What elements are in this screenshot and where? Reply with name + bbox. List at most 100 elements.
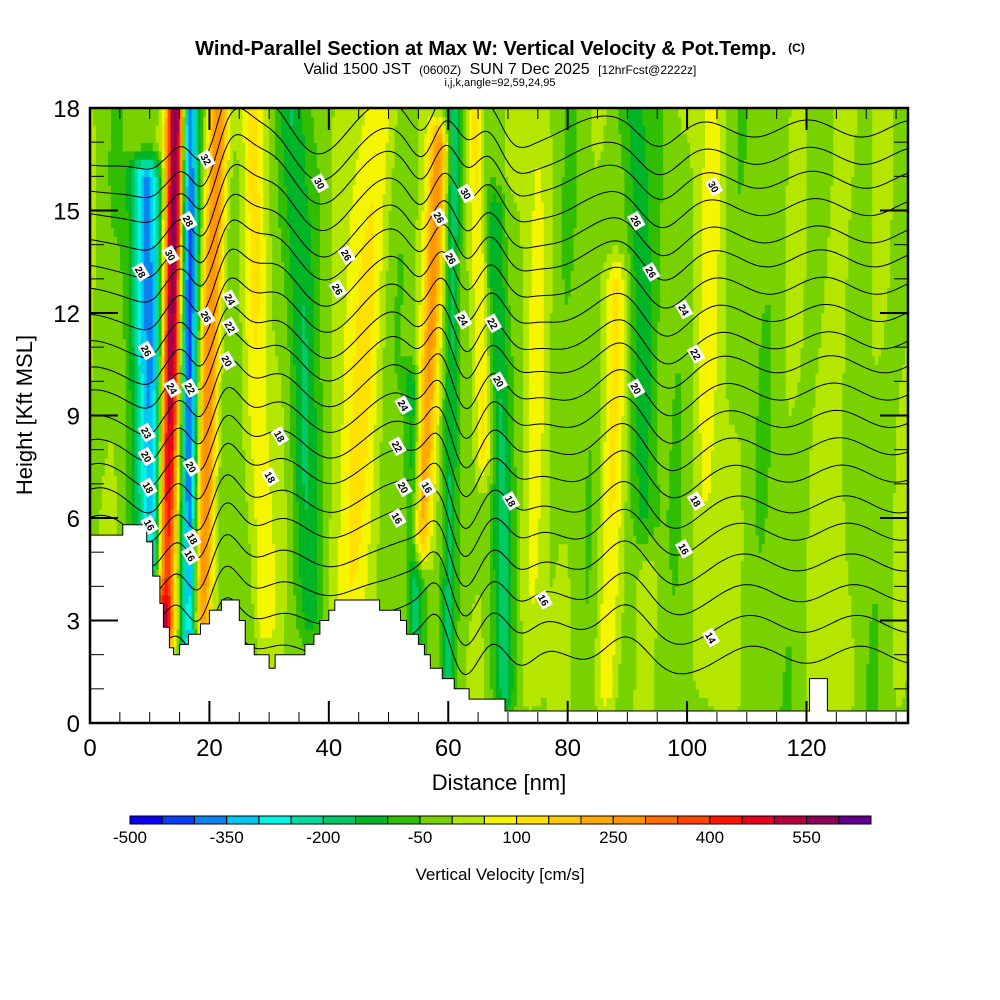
colorbar-tick-label: -500 <box>113 828 147 847</box>
velocity-cell <box>155 543 160 570</box>
velocity-cell <box>797 108 802 382</box>
colorbar-swatch <box>355 815 389 825</box>
velocity-cell <box>448 108 452 126</box>
velocity-cell <box>439 133 443 143</box>
velocity-cell <box>442 133 446 143</box>
velocity-cell <box>218 278 222 323</box>
velocity-cell <box>173 449 178 485</box>
velocity-cell <box>173 355 178 391</box>
velocity-cell <box>639 543 643 570</box>
contour-label-text: 18 <box>261 470 276 486</box>
contour-label-text: 16 <box>141 518 156 534</box>
contour-label-bg <box>131 262 150 282</box>
colorbar-swatch <box>226 815 260 825</box>
colorbar-swatch <box>161 815 195 825</box>
theta-contour-19 <box>90 462 908 543</box>
velocity-cell <box>502 432 506 698</box>
velocity-cell <box>439 295 443 348</box>
velocity-cell <box>302 108 306 135</box>
velocity-cell <box>508 441 512 707</box>
velocity-cell <box>400 253 405 305</box>
velocity-cell <box>564 108 569 306</box>
velocity-cell <box>600 697 605 723</box>
velocity-cell <box>433 432 437 485</box>
velocity-cell <box>648 535 652 562</box>
velocity-cell <box>740 184 745 511</box>
velocity-cell <box>493 389 497 485</box>
velocity-cell <box>185 108 190 126</box>
velocity-cell <box>687 142 691 723</box>
velocity-cell <box>848 219 852 596</box>
velocity-cell <box>708 108 712 493</box>
velocity-cell <box>905 680 908 723</box>
velocity-cell <box>758 552 763 723</box>
velocity-cell <box>457 620 461 723</box>
velocity-cell <box>421 108 425 212</box>
velocity-cell <box>546 108 551 723</box>
velocity-cell <box>421 543 425 553</box>
colorbar-tick-label: -200 <box>306 828 340 847</box>
velocity-cell <box>487 355 491 434</box>
velocity-cell <box>505 364 509 502</box>
contour-label-bg <box>161 244 180 265</box>
velocity-cell <box>167 492 172 536</box>
velocity-cell <box>734 432 739 723</box>
velocity-cell <box>212 338 216 399</box>
velocity-cell <box>818 108 822 348</box>
contour-label-text: 20 <box>627 381 642 397</box>
velocity-cell <box>194 612 199 622</box>
velocity-cell <box>382 193 387 348</box>
velocity-cell <box>158 150 163 160</box>
velocity-cell <box>761 108 766 314</box>
velocity-cell <box>200 586 205 630</box>
velocity-cell <box>487 432 491 459</box>
velocity-cell <box>436 321 440 365</box>
velocity-cell <box>597 526 602 723</box>
velocity-cell <box>206 142 210 195</box>
velocity-cell <box>499 184 503 203</box>
velocity-cell <box>785 398 790 647</box>
velocity-cell <box>893 108 897 493</box>
velocity-cell <box>218 176 222 229</box>
velocity-cell <box>161 594 166 604</box>
velocity-cell <box>140 159 145 169</box>
velocity-cell <box>176 509 181 570</box>
velocity-cell <box>164 500 169 579</box>
velocity-cell <box>418 560 422 570</box>
velocity-cell <box>152 569 157 579</box>
velocity-cell <box>743 159 748 723</box>
velocity-cell <box>716 108 721 126</box>
velocity-cell <box>654 637 658 723</box>
contour-label-text: 26 <box>198 310 213 326</box>
velocity-cell <box>310 116 315 271</box>
contour-label: 30 <box>457 183 476 204</box>
velocity-cell <box>767 466 772 723</box>
velocity-cell <box>743 108 748 160</box>
velocity-cell <box>185 125 190 186</box>
velocity-cell <box>603 108 608 126</box>
contour-label-text: 30 <box>457 187 472 203</box>
velocity-cell <box>185 603 190 630</box>
contour-label-bg <box>394 395 413 416</box>
chart-title: Wind-Parallel Section at Max W: Vertical… <box>195 38 805 60</box>
velocity-cell <box>170 407 175 451</box>
velocity-cell <box>481 475 485 493</box>
velocity-cell <box>343 321 348 673</box>
velocity-cell <box>540 108 545 203</box>
velocity-cell <box>287 108 291 229</box>
velocity-cell <box>561 176 566 280</box>
velocity-cell <box>702 697 706 723</box>
colorbar-swatch <box>709 815 743 825</box>
contour-label-bg <box>137 422 156 443</box>
velocity-cell <box>197 253 202 331</box>
velocity-cell <box>436 133 440 143</box>
velocity-cell <box>170 637 175 647</box>
velocity-cell <box>466 270 470 647</box>
velocity-cell <box>445 116 449 135</box>
velocity-cell <box>209 552 213 613</box>
velocity-cell <box>424 108 428 135</box>
velocity-cell <box>96 108 100 570</box>
velocity-cell <box>555 108 560 562</box>
velocity-cell <box>319 381 324 630</box>
